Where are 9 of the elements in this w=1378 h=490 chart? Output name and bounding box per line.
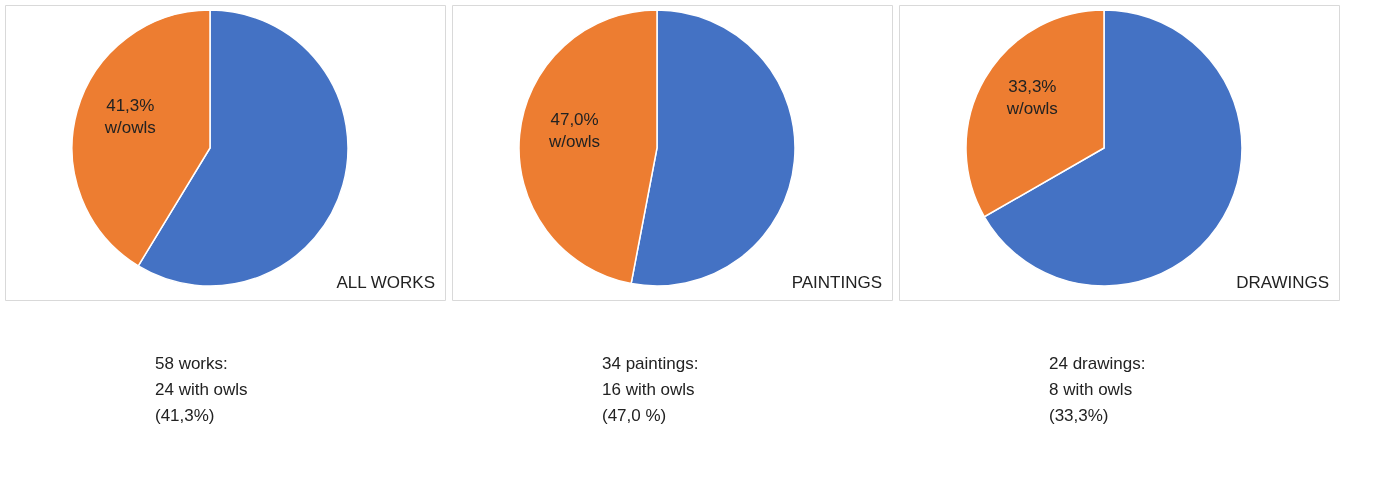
- data-label: 47,0% w/owls: [548, 110, 601, 152]
- text: 24 drawings: 8 with owls (33,3%): [1049, 354, 1146, 425]
- text: PAINTINGS: [791, 273, 882, 292]
- text: 58 works: 24 with owls (41,3%): [155, 354, 248, 425]
- text: ALL WORKS: [336, 273, 435, 292]
- text: 34 paintings: 16 with owls (47,0 %): [602, 354, 699, 425]
- data-label: 33,3% w/owls: [1005, 76, 1058, 118]
- data-label: 41,3% w/owls: [103, 95, 156, 137]
- text: DRAWINGS: [1236, 273, 1329, 292]
